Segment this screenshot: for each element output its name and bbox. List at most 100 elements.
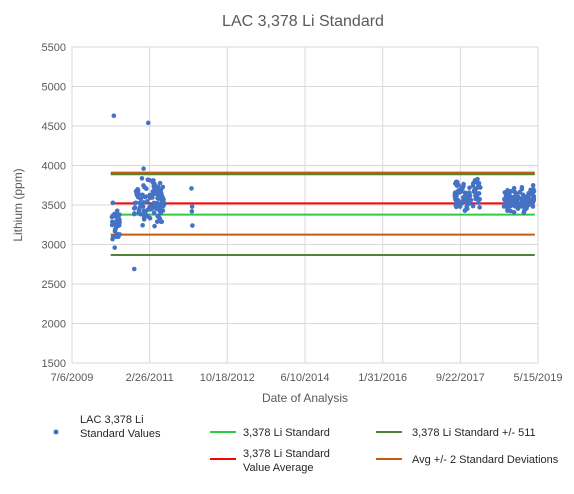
data-point [512, 189, 517, 194]
legend-label: 3,378 Li Standard [243, 448, 330, 460]
data-point [508, 188, 514, 194]
chart-title: LAC 3,378 Li Standard [222, 13, 384, 30]
data-point [528, 187, 533, 193]
data-point [154, 184, 160, 190]
data-point [131, 211, 137, 217]
data-point [511, 185, 517, 191]
data-point [467, 185, 472, 191]
data-point [154, 200, 160, 206]
data-point [507, 198, 512, 203]
data-point [140, 212, 146, 217]
y-tick-label: 5000 [42, 82, 66, 94]
data-point [147, 178, 152, 183]
data-point [460, 195, 466, 200]
x-tick-label: 10/18/2012 [200, 372, 255, 384]
x-tick-label: 2/26/2011 [126, 372, 174, 384]
data-point [520, 192, 526, 197]
data-point [477, 196, 483, 202]
data-point [157, 180, 163, 186]
x-tick-label: 9/22/2017 [436, 372, 485, 384]
data-point [142, 184, 147, 190]
data-point [514, 198, 519, 204]
data-point [111, 113, 117, 119]
data-point [509, 195, 515, 200]
data-point [110, 234, 116, 239]
data-point [117, 212, 122, 217]
data-point [151, 210, 157, 215]
data-point [151, 178, 156, 183]
data-point [141, 217, 147, 222]
data-point [522, 200, 528, 206]
data-point [131, 266, 137, 272]
data-point [505, 208, 510, 213]
data-point [135, 194, 141, 200]
y-tick-label: 3000 [42, 240, 66, 252]
data-point [145, 120, 151, 126]
data-points [109, 113, 537, 272]
x-tick-label: 5/15/2019 [514, 372, 563, 384]
data-point [473, 179, 479, 185]
data-point [466, 199, 472, 205]
data-point [515, 194, 521, 200]
plot-area [71, 46, 539, 364]
y-tick-label: 2000 [42, 319, 66, 331]
data-point [519, 203, 524, 209]
data-point [477, 205, 482, 210]
data-point [141, 208, 147, 214]
data-point [135, 187, 140, 192]
x-tick-label: 6/10/2014 [281, 372, 330, 384]
data-point [530, 183, 536, 188]
data-point [157, 188, 163, 193]
data-point [531, 195, 536, 200]
data-point [511, 202, 517, 208]
data-point [153, 206, 159, 211]
data-point [141, 166, 146, 171]
x-axis-label: Date of Analysis [262, 391, 348, 405]
data-point [466, 190, 472, 195]
plot-border [71, 46, 539, 364]
data-point [140, 222, 145, 228]
legend-label: LAC 3,378 Li [80, 414, 144, 426]
legend-marker [53, 429, 59, 435]
data-point [147, 215, 153, 221]
data-point [150, 190, 156, 196]
data-point [190, 223, 195, 228]
data-point [148, 203, 154, 209]
data-point [155, 195, 160, 201]
data-point [117, 217, 122, 222]
data-point [503, 203, 509, 209]
data-point [155, 213, 160, 219]
legend-label: 3,378 Li Standard +/- 511 [412, 427, 536, 439]
data-point [112, 227, 118, 232]
data-point [132, 200, 138, 206]
y-axis-ticks: 1500 2000 2500 3000 3500 4000 4500 5000 5500 [42, 42, 66, 370]
data-point [454, 193, 459, 199]
data-point [161, 201, 167, 206]
data-point [464, 206, 470, 211]
data-point [154, 219, 160, 225]
data-point [112, 214, 118, 219]
x-tick-label: 1/31/2016 [358, 372, 407, 384]
data-point [147, 192, 152, 198]
data-point [462, 190, 468, 195]
data-point [454, 198, 460, 204]
data-point [157, 207, 163, 212]
data-point [189, 186, 194, 191]
data-point [454, 183, 460, 188]
data-point [116, 234, 121, 239]
data-point [527, 196, 532, 202]
data-point [110, 200, 116, 206]
data-point [502, 190, 508, 195]
data-point [458, 189, 463, 194]
data-point [530, 204, 536, 209]
y-tick-label: 3500 [42, 200, 66, 212]
legend: LAC 3,378 Li Standard Values 3,378 Li Stan… [53, 414, 559, 474]
data-point [459, 200, 465, 206]
data-point [140, 192, 145, 198]
data-point [145, 207, 150, 213]
data-point [454, 202, 459, 207]
data-point [137, 205, 143, 210]
y-tick-label: 4500 [42, 121, 66, 133]
x-axis-ticks: 7/6/2009 2/26/2011 10/18/2012 6/10/2014 1/31… [51, 372, 563, 384]
